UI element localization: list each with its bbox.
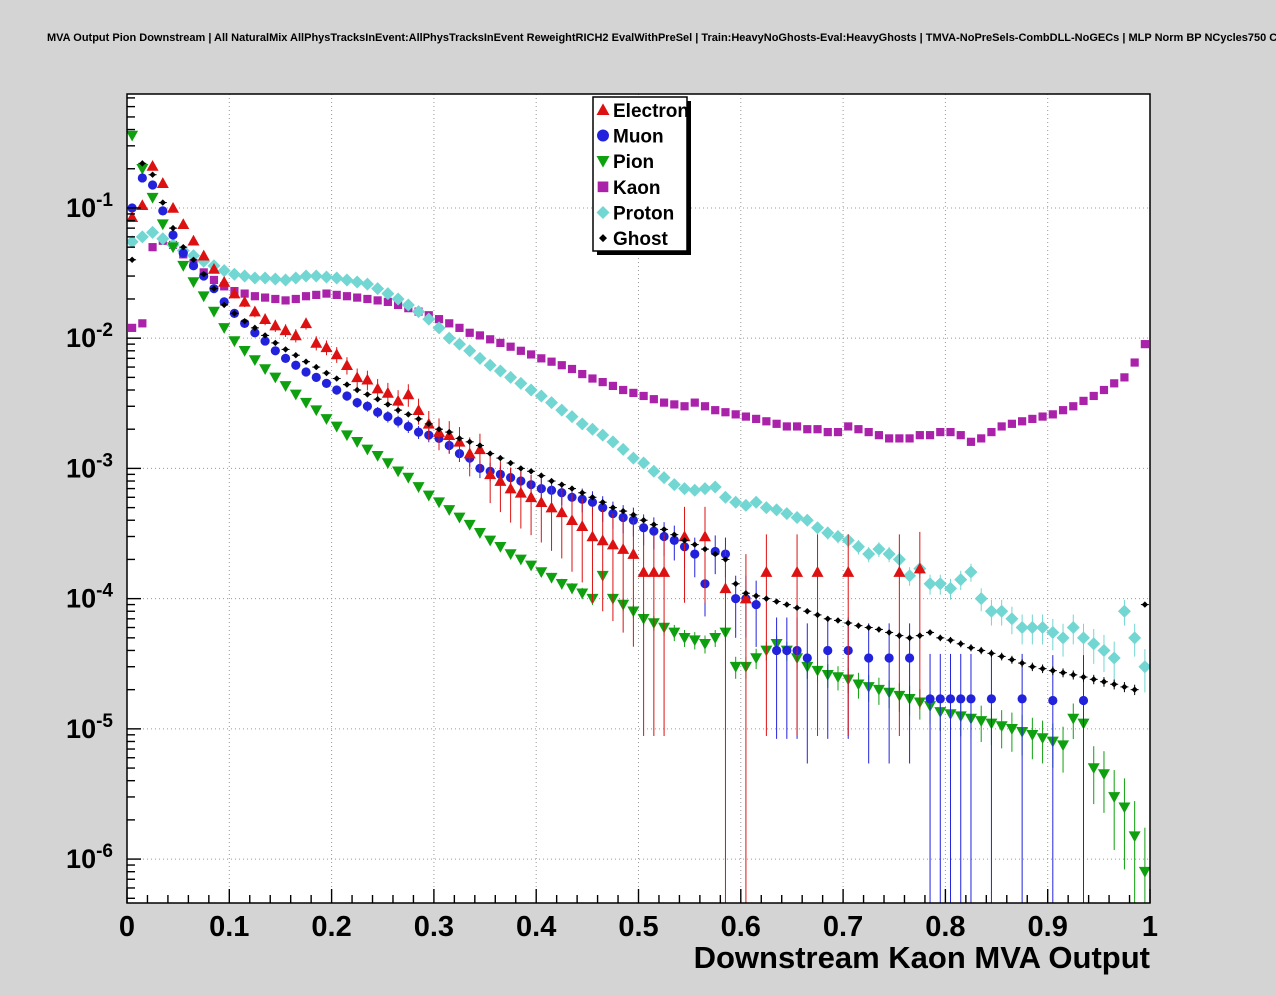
series-proton [127, 225, 1150, 693]
axis-ticks [126, 97, 1151, 903]
y-tick-label: 10-3 [66, 450, 113, 483]
legend-label: Electron [613, 101, 689, 122]
legend-entry-ghost: Ghost [599, 229, 669, 250]
y-tick-label: 10-5 [66, 711, 113, 744]
x-axis-title: Downstream Kaon MVA Output [694, 940, 1150, 975]
x-tick-label: 0.6 [721, 911, 761, 943]
x-tick-labels: 0 0.1 0.2 0.3 0.4 0.5 0.6 0.7 0.8 0.9 1 [119, 911, 1158, 943]
plot-title: MVA Output Pion Downstream | All Natural… [47, 32, 1276, 44]
x-tick-label: 0 [119, 911, 135, 943]
y-tick-label: 10-6 [66, 841, 113, 874]
legend-label: Pion [613, 152, 654, 173]
x-tick-label: 0.9 [1028, 911, 1068, 943]
series-layer [127, 130, 1150, 903]
x-tick-label: 0.3 [414, 911, 454, 943]
x-tick-label: 0.1 [209, 911, 249, 943]
legend-entry-muon: Muon [597, 127, 664, 148]
legend-entry-pion: Pion [596, 152, 654, 173]
legend: Electron Muon Pion Kaon Proton Ghost [592, 96, 691, 255]
x-tick-label: 0.7 [823, 911, 863, 943]
legend-label: Muon [613, 127, 664, 148]
y-tick-label: 10-4 [66, 581, 113, 614]
legend-entry-proton: Proton [596, 204, 674, 225]
y-tick-labels: 10-1 10-2 10-3 10-4 10-5 10-6 [66, 190, 113, 874]
x-tick-label: 0.4 [516, 911, 556, 943]
y-tick-label: 10-2 [66, 320, 113, 353]
legend-label: Kaon [613, 178, 661, 199]
x-tick-label: 0.2 [311, 911, 351, 943]
series-electron [127, 159, 926, 903]
legend-entry-electron: Electron [596, 101, 689, 122]
legend-label: Ghost [613, 229, 669, 250]
legend-entry-kaon: Kaon [597, 178, 661, 199]
x-tick-label: 0.5 [618, 911, 658, 943]
x-tick-label: 1 [1142, 911, 1158, 943]
y-tick-label: 10-1 [66, 190, 113, 223]
x-tick-label: 0.8 [925, 911, 965, 943]
series-ghost [128, 160, 1149, 696]
legend-label: Proton [613, 204, 674, 225]
